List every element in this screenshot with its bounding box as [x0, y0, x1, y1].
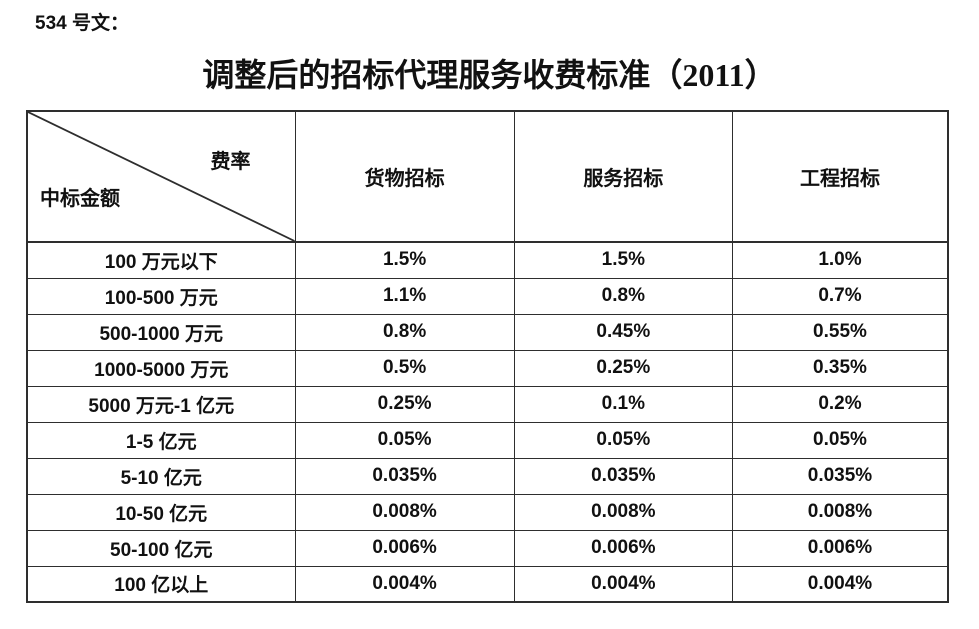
fee-cell: 0.8% [513, 277, 733, 315]
fee-cell: 0.45% [513, 313, 733, 351]
header-row: 费率 中标金额 货物招标 服务招标 工程招标 [26, 110, 949, 243]
fee-cell: 0.05% [513, 421, 733, 459]
fee-cell: 0.05% [294, 421, 515, 459]
fee-cell: 0.2% [731, 385, 949, 423]
fee-cell: 1.5% [294, 241, 515, 279]
fee-cell: 0.004% [513, 565, 733, 603]
table-row: 100 亿以上 0.004% 0.004% 0.004% [26, 565, 949, 603]
corner-label-fee-rate: 费率 [210, 151, 251, 173]
column-header-services: 服务招标 [513, 110, 733, 243]
table-row: 10-50 亿元 0.008% 0.008% 0.008% [26, 493, 949, 531]
row-label: 10-50 亿元 [26, 493, 296, 531]
column-header-goods: 货物招标 [294, 110, 515, 243]
diagonal-divider-line [28, 112, 295, 241]
fee-cell: 0.004% [294, 565, 515, 603]
table-row: 50-100 亿元 0.006% 0.006% 0.006% [26, 529, 949, 567]
table-row: 5000 万元-1 亿元 0.25% 0.1% 0.2% [26, 385, 949, 423]
fee-cell: 1.1% [294, 277, 515, 315]
fee-cell: 0.7% [731, 277, 949, 315]
row-label: 1-5 亿元 [26, 421, 296, 459]
doc-number-label: 534 号文： [35, 13, 129, 34]
row-label: 5-10 亿元 [26, 457, 296, 495]
fee-cell: 0.035% [513, 457, 733, 495]
fee-cell: 1.0% [731, 241, 949, 279]
fee-cell: 0.008% [294, 493, 515, 531]
fee-cell: 0.05% [731, 421, 949, 459]
table-row: 100 万元以下 1.5% 1.5% 1.0% [26, 241, 949, 279]
fee-cell: 0.1% [513, 385, 733, 423]
row-label: 1000-5000 万元 [26, 349, 296, 387]
corner-label-bid-amount: 中标金额 [40, 188, 120, 210]
fee-cell: 0.035% [294, 457, 515, 495]
table-row: 100-500 万元 1.1% 0.8% 0.7% [26, 277, 949, 315]
fee-rate-table: 费率 中标金额 货物招标 服务招标 工程招标 100 万元以下 1.5% 1.5… [26, 110, 949, 603]
row-label: 100-500 万元 [26, 277, 296, 315]
row-label: 50-100 亿元 [26, 529, 296, 567]
corner-header-cell: 费率 中标金额 [26, 110, 296, 243]
row-label: 500-1000 万元 [26, 313, 296, 351]
fee-cell: 0.006% [294, 529, 515, 567]
fee-cell: 0.55% [731, 313, 949, 351]
fee-cell: 1.5% [513, 241, 733, 279]
fee-cell: 0.35% [731, 349, 949, 387]
table-row: 1000-5000 万元 0.5% 0.25% 0.35% [26, 349, 949, 387]
row-label: 5000 万元-1 亿元 [26, 385, 296, 423]
table-row: 5-10 亿元 0.035% 0.035% 0.035% [26, 457, 949, 495]
fee-cell: 0.004% [731, 565, 949, 603]
fee-cell: 0.008% [513, 493, 733, 531]
fee-cell: 0.25% [294, 385, 515, 423]
fee-cell: 0.035% [731, 457, 949, 495]
table-row: 500-1000 万元 0.8% 0.45% 0.55% [26, 313, 949, 351]
page-title: 调整后的招标代理服务收费标准（2011） [202, 57, 777, 93]
table-row: 1-5 亿元 0.05% 0.05% 0.05% [26, 421, 949, 459]
row-label: 100 万元以下 [26, 241, 296, 279]
fee-cell: 0.008% [731, 493, 949, 531]
fee-cell: 0.006% [731, 529, 949, 567]
fee-cell: 0.006% [513, 529, 733, 567]
fee-cell: 0.5% [294, 349, 515, 387]
fee-cell: 0.8% [294, 313, 515, 351]
fee-cell: 0.25% [513, 349, 733, 387]
row-label: 100 亿以上 [26, 565, 296, 603]
column-header-engineering: 工程招标 [731, 110, 949, 243]
